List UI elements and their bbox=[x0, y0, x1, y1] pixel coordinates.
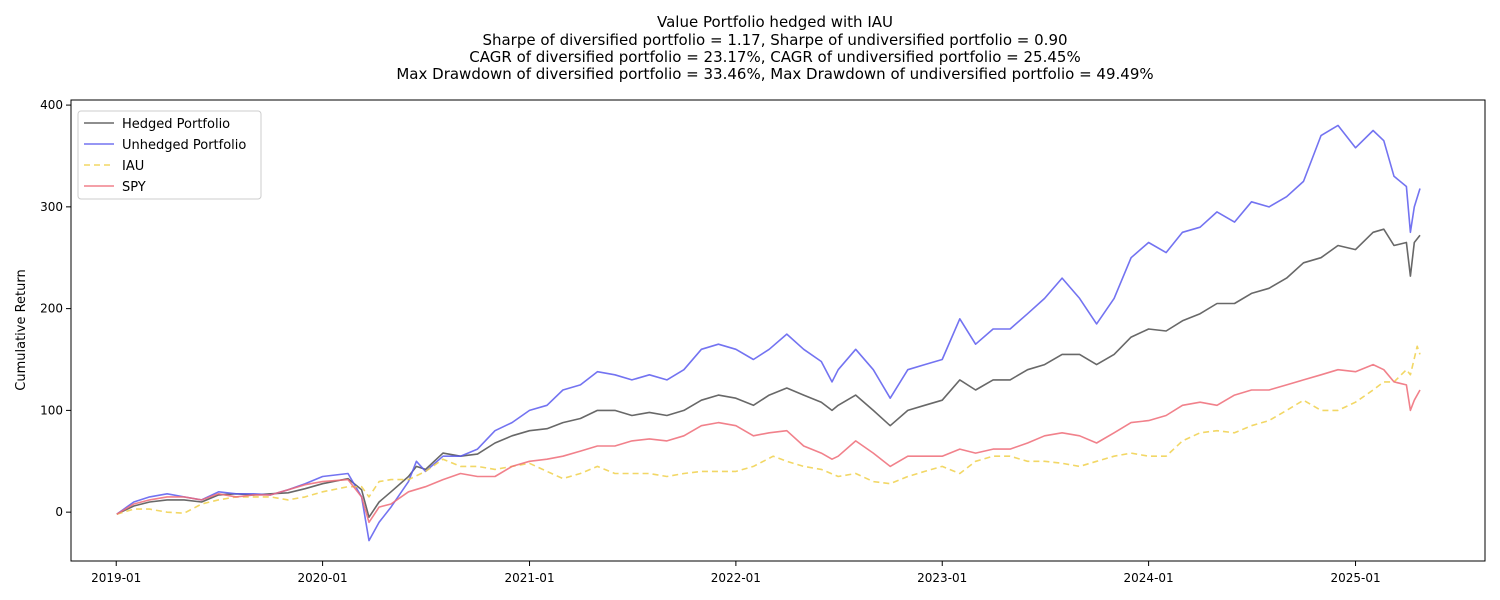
y-tick-label: 400 bbox=[40, 98, 63, 112]
series-group bbox=[116, 124, 1421, 542]
legend: Hedged Portfolio Unhedged Portfolio IAU SPY bbox=[77, 110, 262, 200]
x-tick-label: 2021-01 bbox=[504, 571, 554, 585]
y-tick-label: 300 bbox=[40, 200, 63, 214]
title-line-3: CAGR of diversified portfolio = 23.17%, … bbox=[469, 48, 1080, 66]
x-tick-label: 2025-01 bbox=[1330, 571, 1380, 585]
x-tick-label: 2024-01 bbox=[1124, 571, 1174, 585]
legend-label: SPY bbox=[122, 180, 146, 195]
series-line-iau bbox=[116, 345, 1421, 515]
x-tick-label: 2022-01 bbox=[711, 571, 761, 585]
series-line-unhedged-portfolio bbox=[116, 124, 1421, 542]
legend-label: IAU bbox=[122, 159, 144, 174]
title-line-2: Sharpe of diversified portfolio = 1.17, … bbox=[482, 31, 1067, 49]
legend-label: Hedged Portfolio bbox=[122, 117, 230, 132]
y-tick-label: 100 bbox=[40, 403, 63, 417]
x-tick-label: 2019-01 bbox=[91, 571, 141, 585]
series-line-hedged-portfolio bbox=[116, 228, 1421, 518]
y-tick-label: 0 bbox=[55, 505, 63, 519]
title-line-4: Max Drawdown of diversified portfolio = … bbox=[396, 65, 1153, 83]
title-line-1: Value Portfolio hedged with IAU bbox=[657, 13, 893, 31]
legend-label: Unhedged Portfolio bbox=[122, 138, 246, 153]
y-axis-label: Cumulative Return bbox=[14, 269, 29, 390]
x-tick-label: 2023-01 bbox=[917, 571, 967, 585]
chart-title: Value Portfolio hedged with IAU Sharpe o… bbox=[396, 13, 1153, 83]
y-tick-label: 200 bbox=[40, 302, 63, 316]
x-axis: 2019-01 2020-01 2021-01 2022-01 2023-01 2024-… bbox=[91, 561, 1381, 585]
y-axis: 0 100 200 300 400 bbox=[40, 98, 71, 519]
series-line-spy bbox=[116, 363, 1421, 524]
x-tick-label: 2020-01 bbox=[298, 571, 348, 585]
legend-box bbox=[77, 110, 262, 200]
